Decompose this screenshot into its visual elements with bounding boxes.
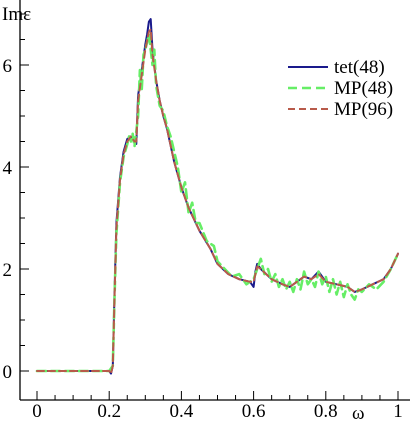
x-tick-label: 1 [393,401,403,422]
legend-label: MP(96) [334,99,393,120]
series-line-3 [36,28,399,375]
series-lines [35,18,400,375]
x-axis-label: ω [352,403,365,423]
y-tick-label: 2 [3,260,13,281]
x-tick-label: 0 [32,401,42,422]
legend-label: tet(48) [334,57,385,78]
y-tick-label: 0 [3,362,13,383]
x-tick-label: 0.8 [314,401,338,422]
x-tick-label: 0.4 [170,401,194,422]
y-axis-label: Imε [2,4,31,25]
y-tick-label: 4 [3,158,13,179]
x-tick-label: 0.2 [97,401,121,422]
y-tick-label: 6 [3,56,13,77]
x-tick-label: 0.6 [242,401,266,422]
legend: tet(48)MP(48)MP(96) [288,57,393,120]
axes [19,0,410,401]
ticks: 0 0.2 0.4 0.6 0.8 1 0 2 4 6 Imε ω [2,4,403,423]
legend-label: MP(48) [334,78,393,99]
